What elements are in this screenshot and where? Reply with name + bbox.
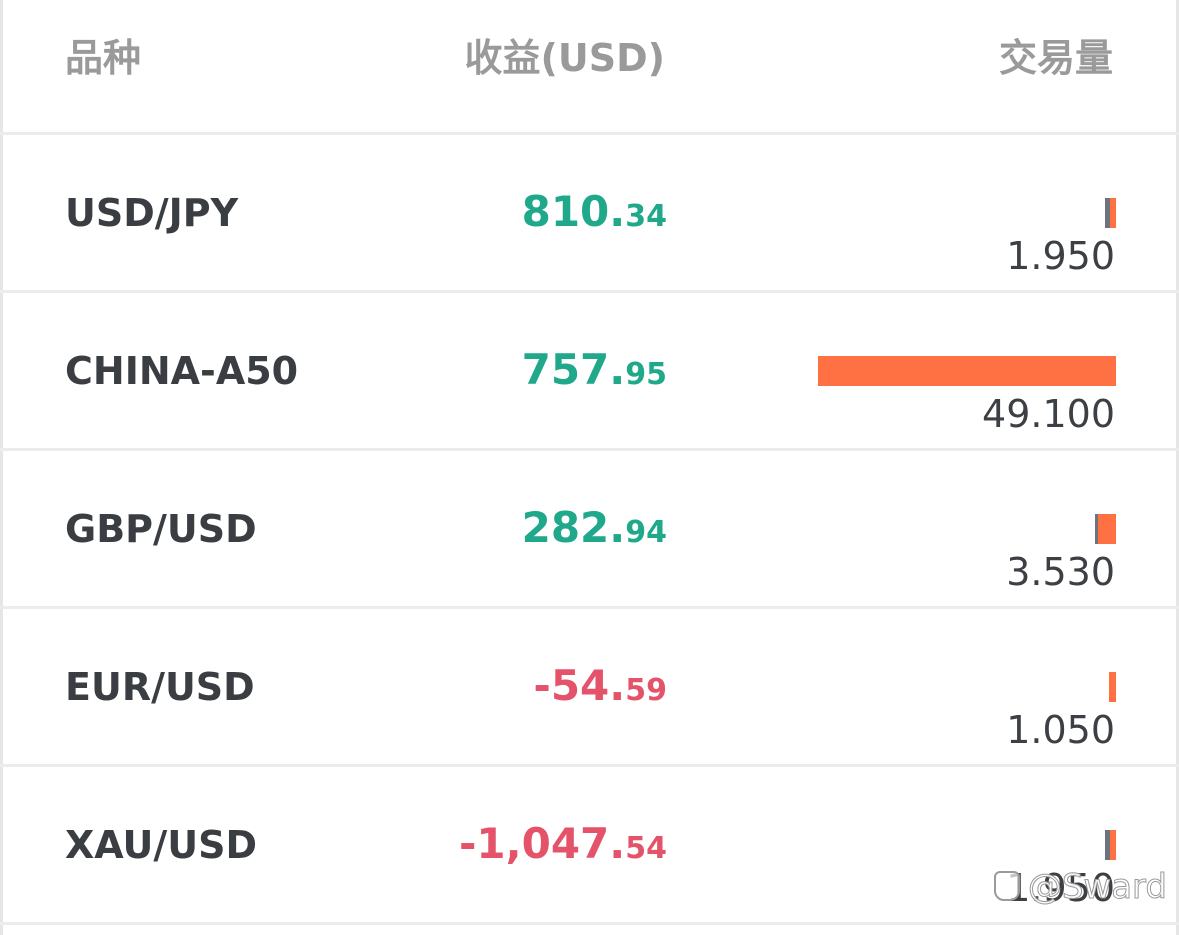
column-header-instrument[interactable]: 品种 xyxy=(65,36,142,80)
volume-value: 3.530 xyxy=(1006,550,1115,594)
volume-bar-grey-segment xyxy=(1105,830,1110,860)
volume-bar-grey-segment xyxy=(1095,514,1098,544)
volume-bar-orange-segment xyxy=(1110,830,1116,860)
volume-value: 49.100 xyxy=(982,392,1115,436)
pnl-integer-part: 810. xyxy=(521,187,626,236)
pnl-decimal-part: 34 xyxy=(625,199,667,234)
pnl-integer-part: 757. xyxy=(521,345,626,394)
pnl-decimal-part: 54 xyxy=(625,831,667,866)
table-row[interactable]: GBP/USD 282.94 3.530 xyxy=(0,451,1179,609)
volume-bar xyxy=(1109,672,1116,702)
pnl-integer-part: -1,047. xyxy=(459,819,626,868)
volume-bar xyxy=(1095,514,1116,544)
volume-value: 1.050 xyxy=(1006,708,1115,752)
watermark: @Sward xyxy=(993,867,1168,908)
pnl-integer-part: -54. xyxy=(533,661,626,710)
pnl-value: -1,047.54 xyxy=(459,819,667,878)
volume-bar-orange-segment xyxy=(1109,672,1116,702)
instrument-name: USD/JPY xyxy=(65,191,239,235)
table-row[interactable]: EUR/USD -54.59 1.050 xyxy=(0,609,1179,767)
volume-bar xyxy=(818,356,1116,386)
table-row[interactable]: USD/JPY 810.34 1.950 xyxy=(0,135,1179,293)
instrument-name: XAU/USD xyxy=(65,823,258,867)
table-row[interactable]: CHINA-A50 757.95 49.100 xyxy=(0,293,1179,451)
volume-bar xyxy=(1105,198,1116,228)
watermark-text: @Sward xyxy=(1027,867,1167,908)
pnl-decimal-part: 59 xyxy=(625,673,667,708)
volume-bar-orange-segment xyxy=(1110,198,1116,228)
weibo-logo-icon xyxy=(993,871,1020,901)
column-header-pnl[interactable]: 收益(USD) xyxy=(464,36,665,80)
volume-bar-orange-segment xyxy=(1098,514,1116,544)
pnl-value: -54.59 xyxy=(533,661,667,720)
pnl-value: 282.94 xyxy=(522,503,667,562)
volume-bar xyxy=(1105,830,1116,860)
pnl-value: 810.34 xyxy=(522,187,667,246)
column-header-volume[interactable]: 交易量 xyxy=(998,36,1113,80)
volume-value: 1.950 xyxy=(1006,866,1115,910)
pnl-decimal-part: 95 xyxy=(625,357,667,392)
volume-bar-grey-segment xyxy=(1105,198,1110,228)
table-header: 品种 收益(USD) 交易量 xyxy=(0,0,1179,135)
instrument-name: GBP/USD xyxy=(65,507,257,551)
volume-bar-orange-segment xyxy=(818,356,1116,386)
table-row[interactable]: XAU/USD -1,047.54 1.950 xyxy=(0,767,1179,925)
instrument-name: EUR/USD xyxy=(65,665,255,709)
pnl-integer-part: 282. xyxy=(521,503,626,552)
volume-value: 1.950 xyxy=(1006,234,1115,278)
pnl-decimal-part: 94 xyxy=(625,515,667,550)
pnl-value: 757.95 xyxy=(522,345,667,404)
instrument-name: CHINA-A50 xyxy=(65,349,299,393)
